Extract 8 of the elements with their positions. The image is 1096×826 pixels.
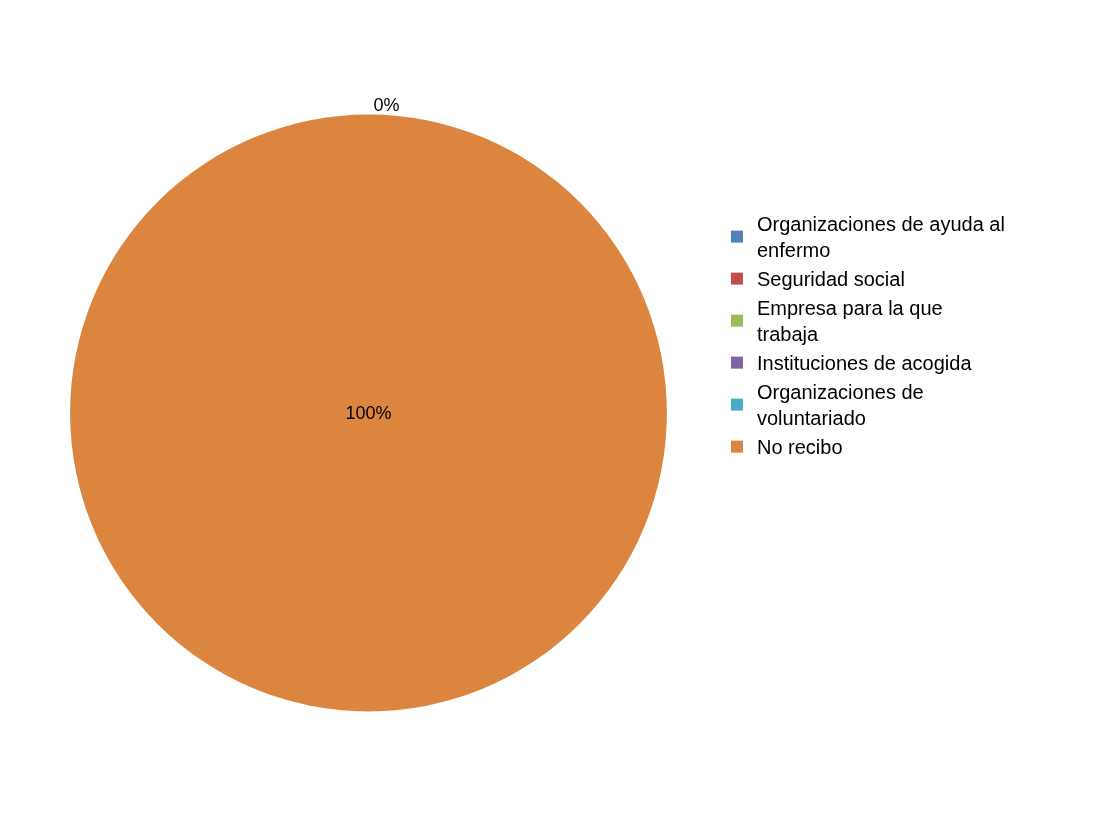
legend-label: Organizaciones de ayuda al enfermo xyxy=(756,213,1005,262)
legend-label: Seguridad social xyxy=(756,268,905,291)
legend-label: Empresa para la que trabaja xyxy=(756,297,943,346)
text: 0% xyxy=(373,94,400,115)
legend-label: Instituciones de acogida xyxy=(756,352,973,375)
data-label: 100% xyxy=(345,403,392,423)
legend-label: Organizaciones de voluntariado xyxy=(756,381,924,430)
legend-label: No recibo xyxy=(756,436,843,459)
